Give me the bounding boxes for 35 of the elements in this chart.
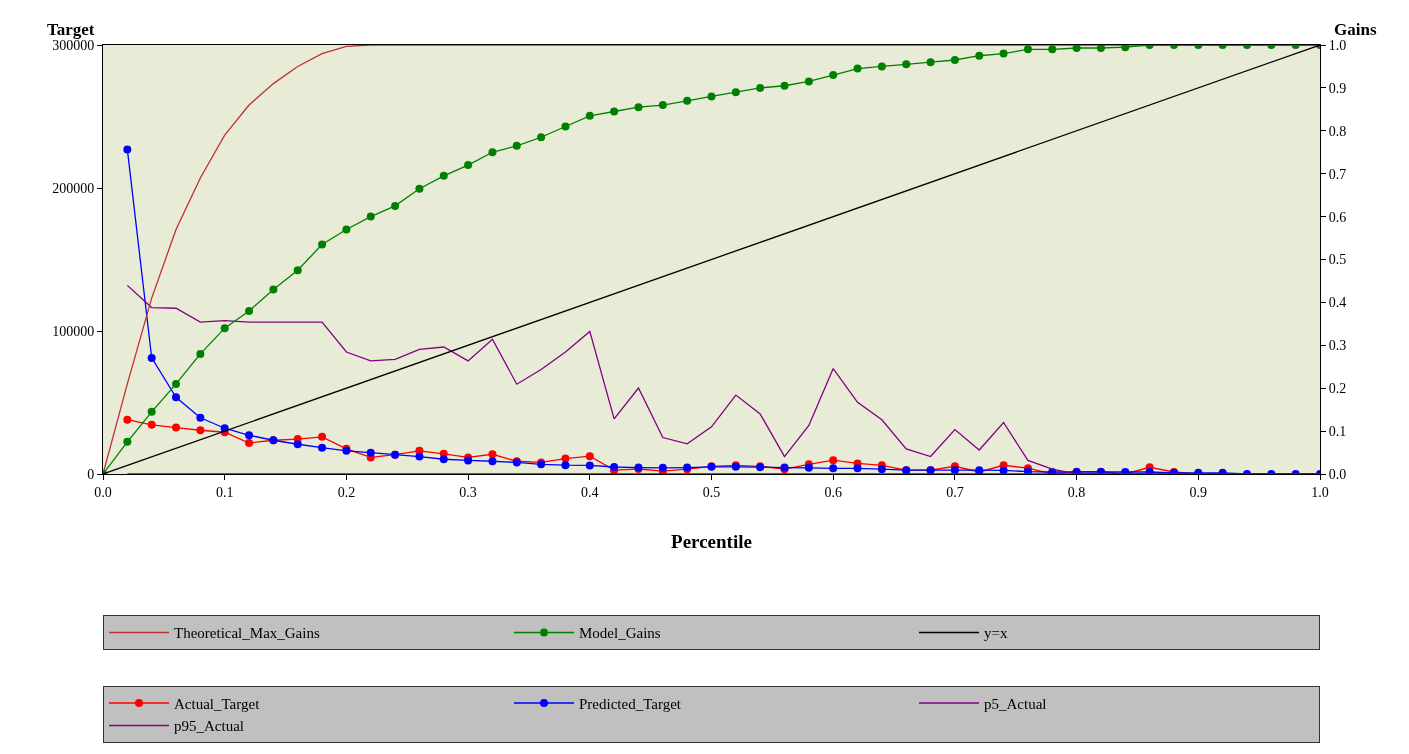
y-axis-title: Target xyxy=(47,20,95,39)
y2-tick-label: 0.7 xyxy=(1328,166,1347,182)
x-tick-label: 1.0 xyxy=(1311,484,1329,500)
y2-tick-label: 0.6 xyxy=(1328,209,1347,225)
x-tick-label: 0.5 xyxy=(702,484,721,500)
y-tick-label: 200000 xyxy=(52,180,95,196)
y-tick-label: 0 xyxy=(87,466,95,482)
x-tick-label: 0.1 xyxy=(215,484,234,500)
legend-label: Actual_Target xyxy=(174,695,261,712)
x-axis-title: Percentile xyxy=(671,530,752,552)
legend-label: Model_Gains xyxy=(579,625,661,642)
x-tick-label: 0.8 xyxy=(1067,484,1086,500)
legend-label: p5_Actual xyxy=(984,695,1047,712)
legend-label: p95_Actual xyxy=(174,718,244,735)
legend-label: y=x xyxy=(984,625,1008,642)
x-tick-label: 0.0 xyxy=(94,484,112,500)
legend-label: Theoretical_Max_Gains xyxy=(174,625,320,642)
y2-tick-label: 0.4 xyxy=(1328,295,1347,311)
y2-tick-label: 0.2 xyxy=(1328,381,1347,397)
y2-tick-label: 0.0 xyxy=(1328,466,1347,482)
x-tick-label: 0.3 xyxy=(459,484,477,500)
x-tick-label: 0.6 xyxy=(824,484,842,500)
y2-tick-label: 0.8 xyxy=(1328,123,1347,139)
legend-label: Predicted_Target xyxy=(579,695,682,712)
y2-tick-label: 1.0 xyxy=(1328,37,1347,53)
x-tick-label: 0.4 xyxy=(581,484,599,500)
x-tick-label: 0.9 xyxy=(1189,484,1208,500)
x-tick-label: 0.2 xyxy=(337,484,356,500)
x-tick-label: 0.7 xyxy=(946,484,964,500)
y-tick-label: 100000 xyxy=(52,323,95,339)
y2-tick-label: 0.5 xyxy=(1328,252,1347,268)
y2-tick-label: 0.3 xyxy=(1328,338,1347,354)
y2-tick-label: 0.1 xyxy=(1328,424,1347,439)
y2-axis-title: Gains xyxy=(1334,20,1377,39)
y2-tick-label: 0.9 xyxy=(1328,80,1347,96)
